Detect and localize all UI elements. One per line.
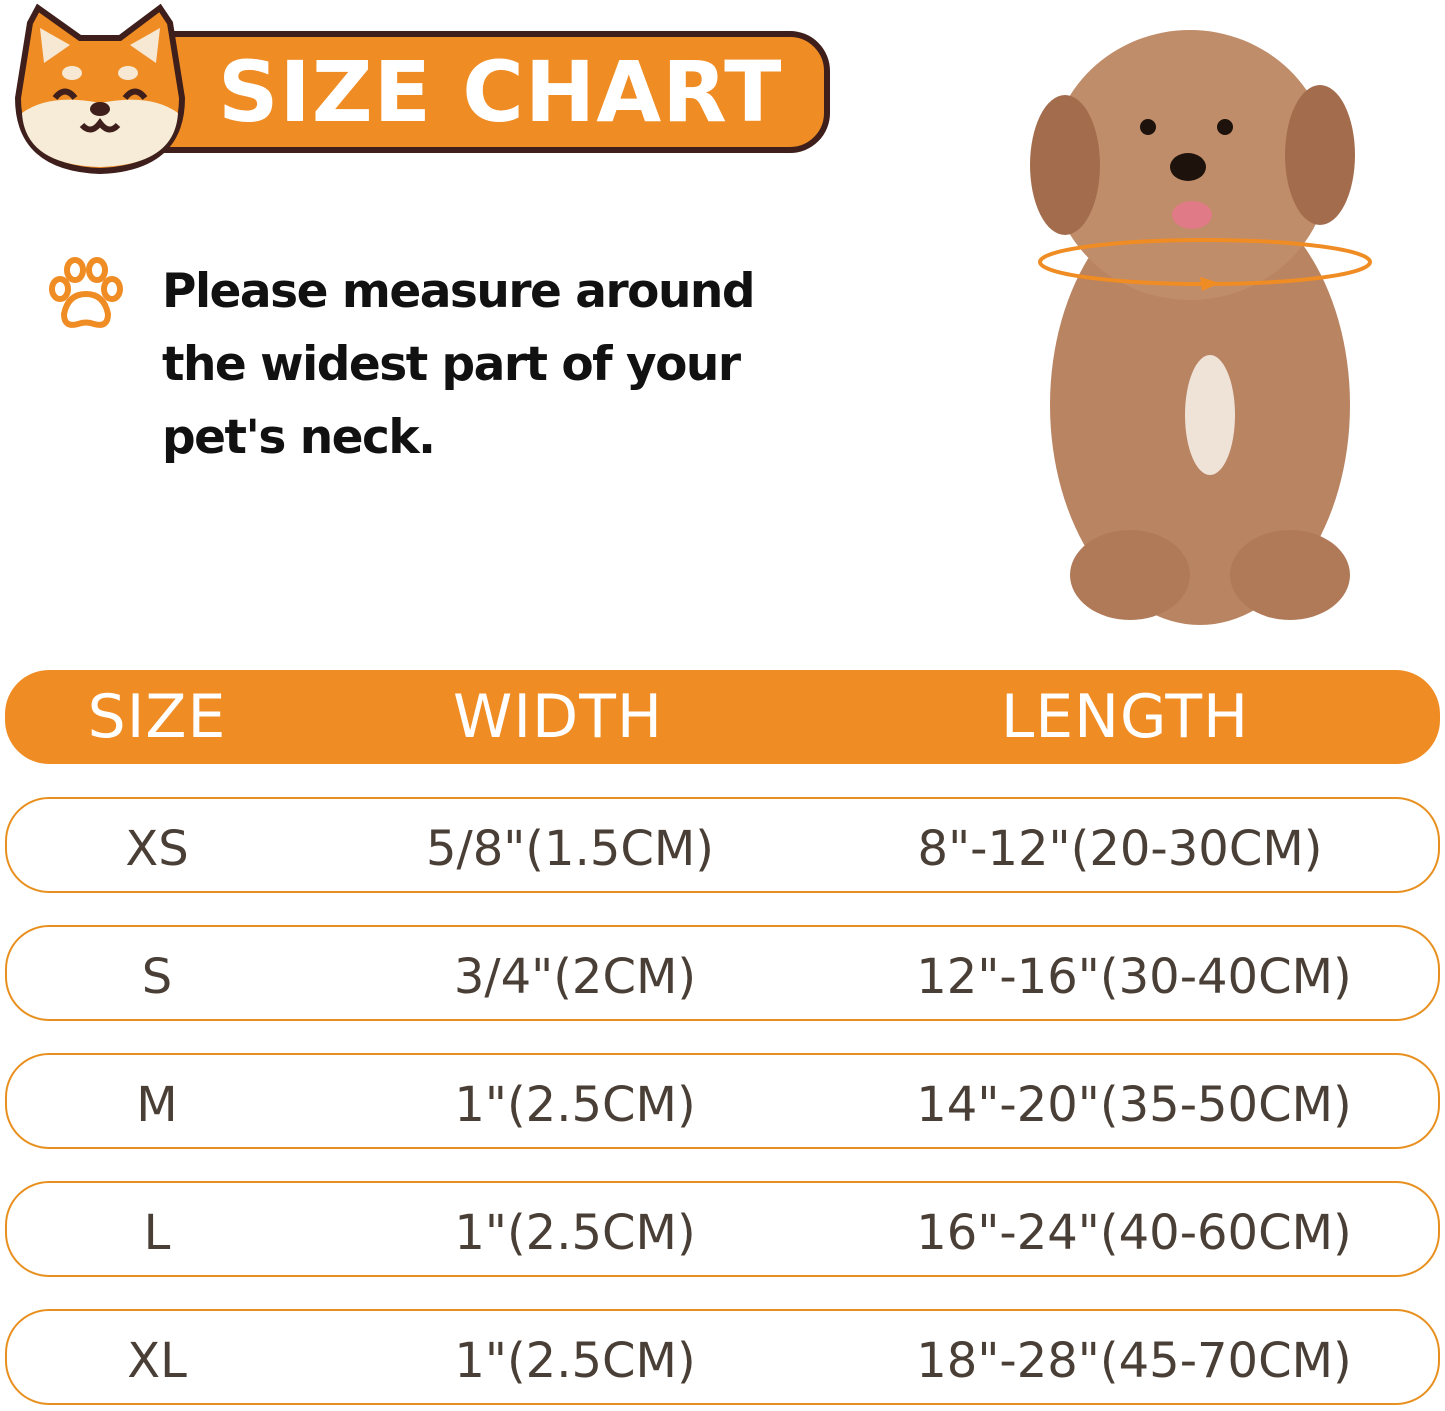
header-width: WIDTH	[453, 682, 663, 752]
table-header: SIZE WIDTH LENGTH	[5, 670, 1440, 764]
length-cell: 14"-20"(35-50CM)	[916, 1077, 1352, 1133]
size-cell: L	[143, 1205, 171, 1261]
table-row: XS 5/8"(1.5CM) 8"-12"(20-30CM)	[5, 797, 1440, 893]
table-row: XL 1"(2.5CM) 18"-28"(45-70CM)	[5, 1309, 1440, 1405]
length-cell: 16"-24"(40-60CM)	[916, 1205, 1352, 1261]
puppy-photo	[1030, 30, 1372, 625]
header-length: LENGTH	[1000, 682, 1250, 752]
table-row: S 3/4"(2CM) 12"-16"(30-40CM)	[5, 925, 1440, 1021]
size-cell: S	[141, 949, 173, 1005]
length-cell: 8"-12"(20-30CM)	[917, 821, 1323, 877]
instruction-line: the widest part of your	[162, 337, 741, 392]
width-cell: 5/8"(1.5CM)	[425, 821, 715, 877]
banner-title: SIZE CHART	[218, 43, 783, 141]
shiba-mascot-icon	[14, 3, 186, 175]
width-cell: 1"(2.5CM)	[454, 1077, 696, 1133]
width-cell: 1"(2.5CM)	[454, 1333, 696, 1389]
width-cell: 1"(2.5CM)	[454, 1205, 696, 1261]
table-row: M 1"(2.5CM) 14"-20"(35-50CM)	[5, 1053, 1440, 1149]
paw-icon	[49, 257, 123, 328]
size-cell: XL	[127, 1333, 187, 1389]
measurement-instruction: Please measure around the widest part of…	[162, 255, 762, 474]
size-chart-banner	[150, 31, 830, 153]
header-size: SIZE	[87, 682, 227, 752]
instruction-line: pet's neck.	[162, 410, 436, 465]
length-cell: 18"-28"(45-70CM)	[916, 1333, 1352, 1389]
width-cell: 3/4"(2CM)	[453, 949, 697, 1005]
size-cell: XS	[125, 821, 189, 877]
size-cell: M	[136, 1077, 178, 1133]
length-cell: 12"-16"(30-40CM)	[916, 949, 1352, 1005]
table-row: L 1"(2.5CM) 16"-24"(40-60CM)	[5, 1181, 1440, 1277]
instruction-line: Please measure around	[162, 264, 756, 319]
